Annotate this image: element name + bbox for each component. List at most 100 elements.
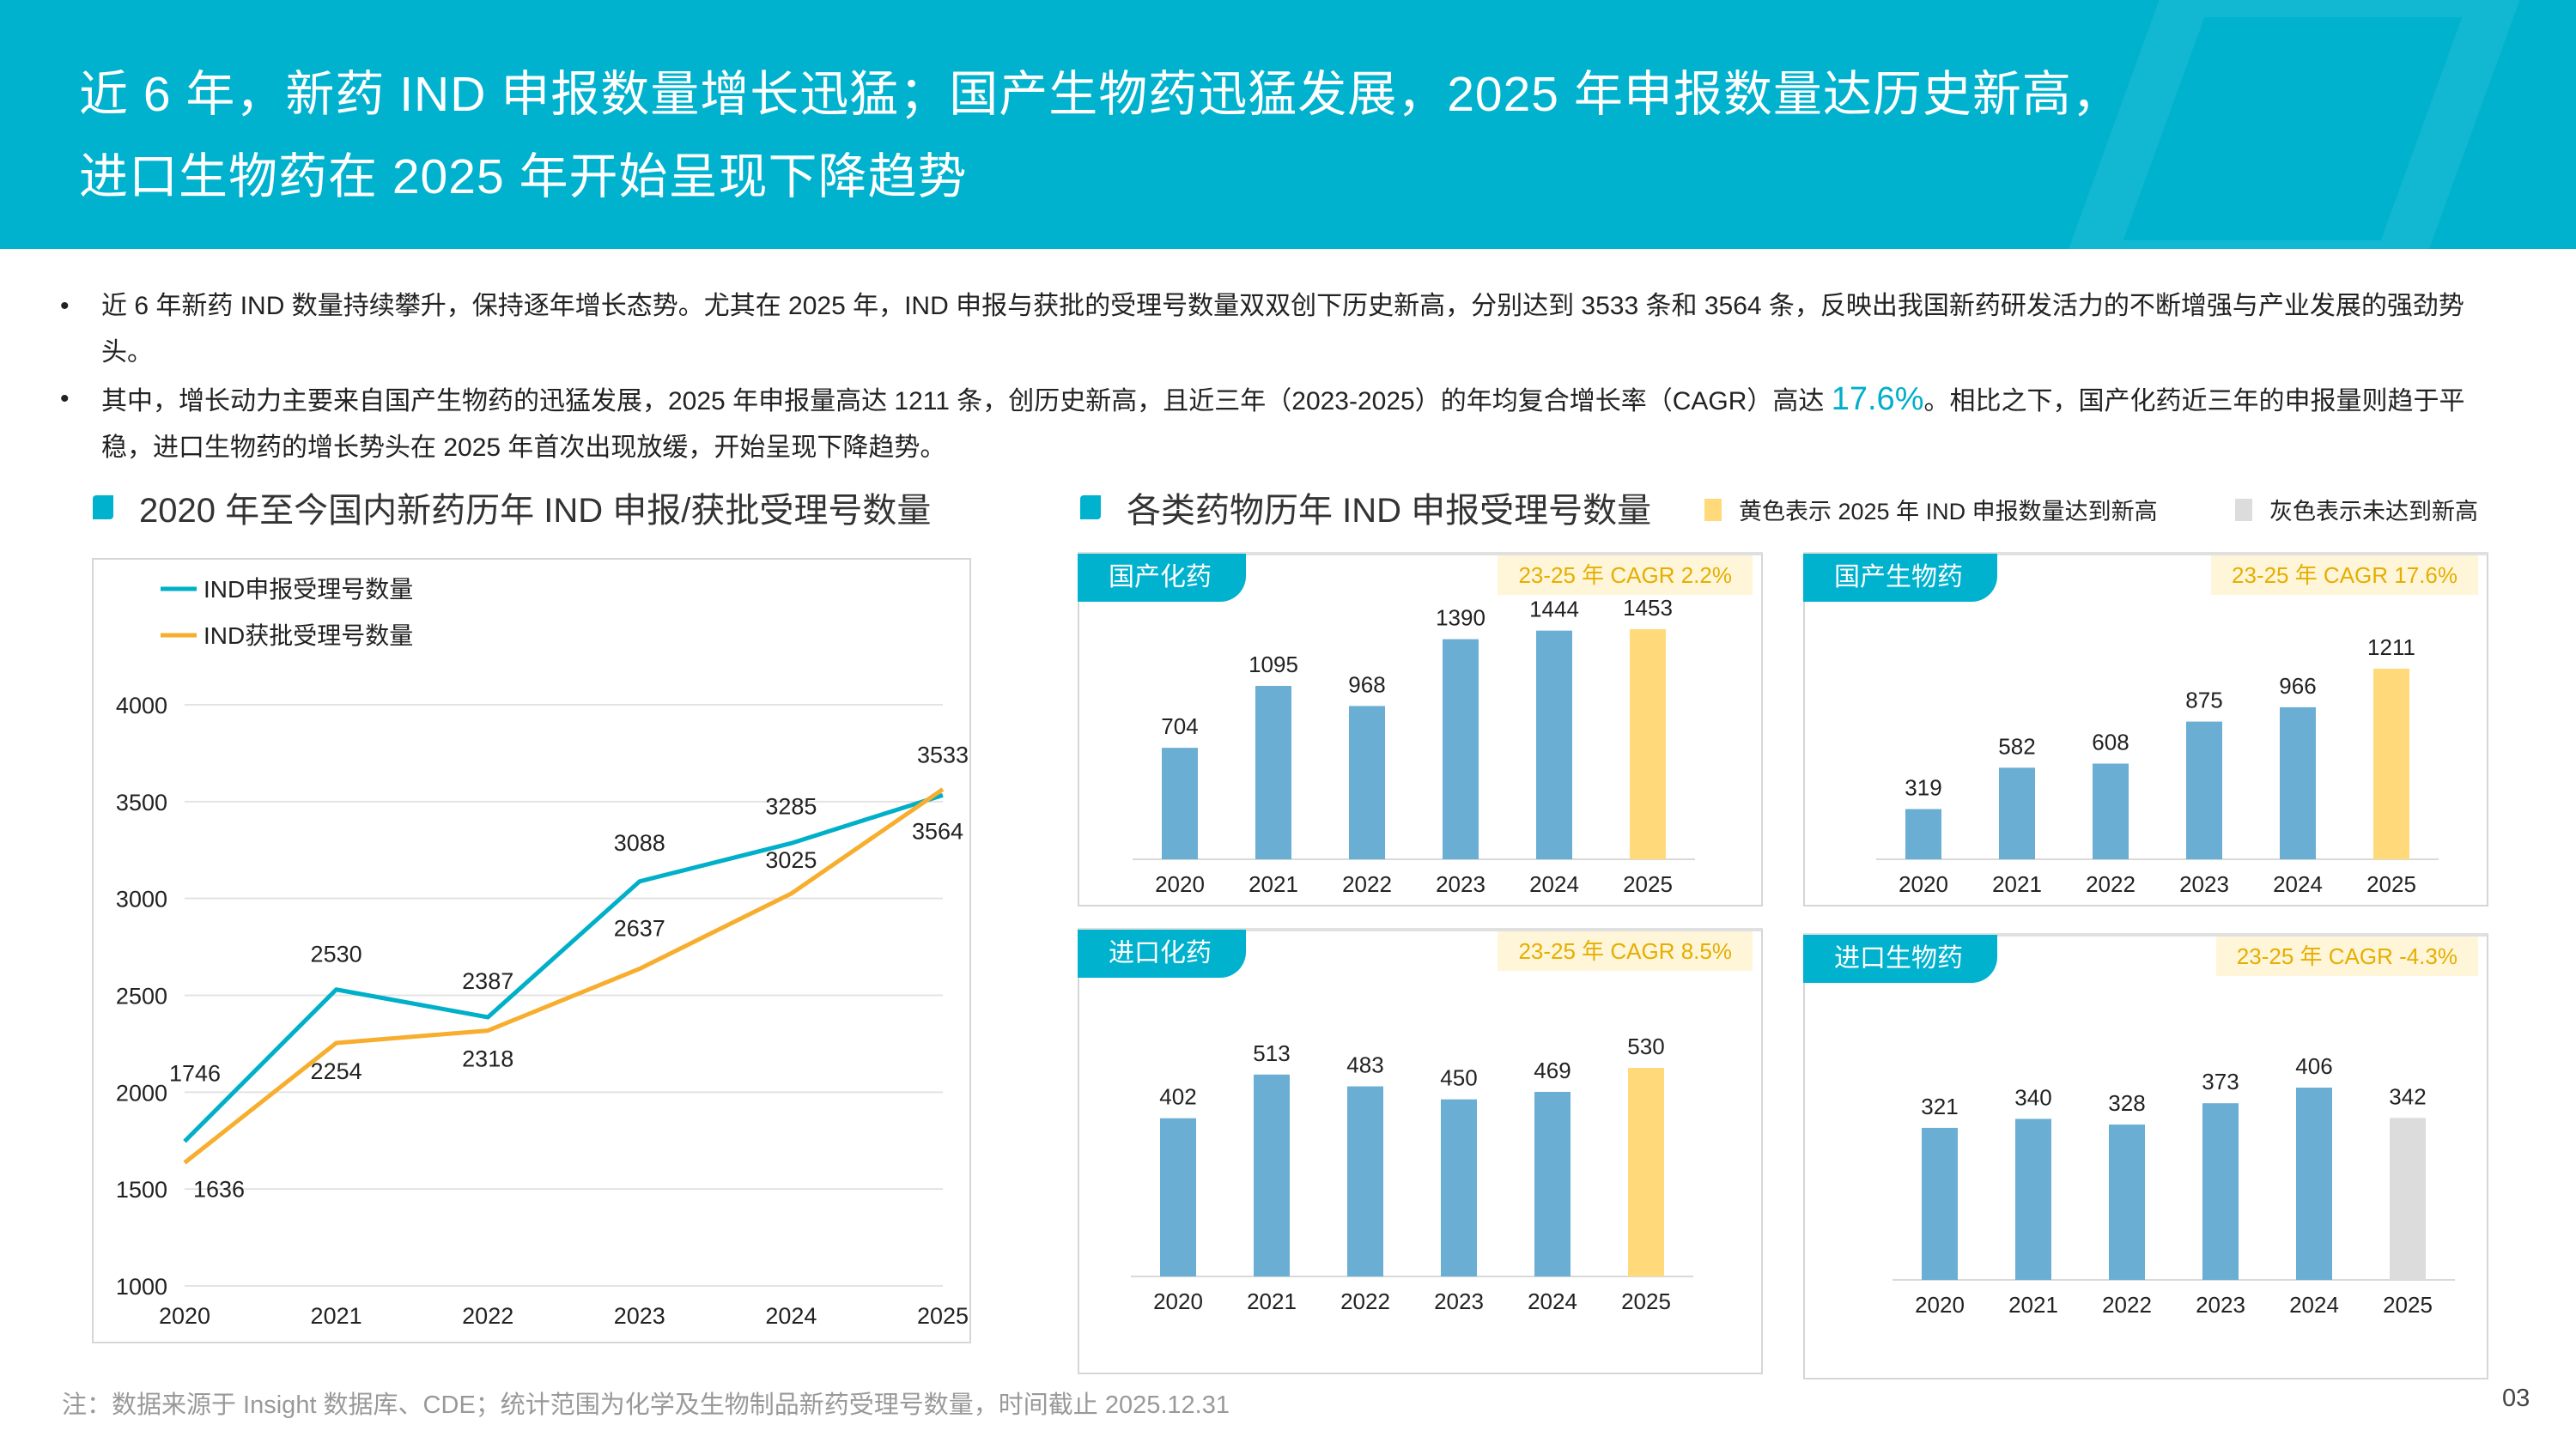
y-tick-label: 4000 [116, 693, 167, 718]
x-tick-label: 2025 [917, 1303, 969, 1329]
x-tick-label: 2025 [2383, 1292, 2433, 1318]
x-tick-label: 2024 [2273, 871, 2323, 897]
page-title: 近 6 年，新药 IND 申报数量增长迅猛；国产生物药迅猛发展，2025 年申报… [79, 53, 2122, 218]
line-chart-box: 1000 1500 2000 2500 3000 3500 4000 2020 2021 2022… [92, 558, 971, 1343]
bar-chart: 704 2020 1095 2021 968 2022 1390 2023 1444 2024 14… [1133, 595, 1695, 897]
bar [1254, 1074, 1290, 1276]
data-label: 3025 [765, 847, 817, 873]
page-number: 03 [2502, 1385, 2530, 1412]
bar [1441, 1099, 1477, 1276]
x-tick-label: 2021 [1249, 871, 1298, 897]
section-marker-icon [1080, 495, 1101, 519]
section-title-text: 各类药物历年 IND 申报受理号数量 [1127, 492, 1652, 530]
x-tick-label: 2023 [614, 1303, 665, 1329]
bar [1905, 809, 1941, 859]
panel-imported-biologic: 321 2020 340 2021 328 2022 373 2023 406 2024 342 20… [1803, 933, 2488, 1379]
bullet-text: 其中，增长动力主要来自国产生物药的迅猛发展，2025 年申报量高达 1211 条… [101, 387, 1832, 415]
data-label: 3285 [765, 793, 817, 819]
legend-label: IND申报受理号数量 [204, 576, 413, 603]
header-banner: 近 6 年，新药 IND 申报数量增长迅猛；国产生物药迅猛发展，2025 年申报… [0, 0, 2576, 249]
data-label: 2637 [614, 916, 665, 942]
bar [1536, 630, 1572, 859]
data-label: 1636 [193, 1176, 245, 1202]
bar-value-label: 704 [1161, 713, 1198, 739]
x-tick-label: 2024 [765, 1303, 817, 1329]
cagr-badge: 23-25 年 CAGR 2.2% [1498, 555, 1753, 595]
bar [1999, 767, 2035, 859]
bullet-text: 近 6 年新药 IND 数量持续攀升，保持逐年增长态势。尤其在 2025 年，I… [101, 292, 2464, 367]
bar [1443, 639, 1479, 859]
bar-value-label: 402 [1159, 1084, 1196, 1110]
x-tick-label: 2022 [462, 1303, 513, 1329]
series-line-0 [183, 793, 944, 1143]
data-label: 2530 [311, 942, 362, 967]
bar-value-label: 513 [1253, 1040, 1290, 1066]
bar [1160, 1118, 1196, 1276]
bar [2390, 1118, 2426, 1280]
gray-swatch-icon [2235, 498, 2252, 521]
y-tick-label: 3500 [116, 790, 167, 815]
x-tick-label: 2021 [1992, 871, 2042, 897]
panel-tag: 进口化药 [1078, 930, 1246, 978]
bar-value-label: 1095 [1249, 652, 1298, 677]
bar [1162, 748, 1198, 859]
section-title-text: 2020 年至今国内新药历年 IND 申报/获批受理号数量 [139, 492, 932, 530]
summary-bullets: 近 6 年新药 IND 数量持续攀升，保持逐年增长态势。尤其在 2025 年，I… [57, 283, 2504, 471]
bar [2202, 1103, 2239, 1280]
right-section-title: 各类药物历年 IND 申报受理号数量 [1080, 482, 1651, 532]
cagr-badge: 23-25 年 CAGR 8.5% [1498, 931, 1753, 971]
bar-value-label: 321 [1921, 1094, 1958, 1119]
bar-chart: 319 2020 582 2021 608 2022 875 2023 966 2024 1211 2… [1876, 634, 2439, 897]
title-line-2: 进口生物药在 2025 年开始呈现下降趋势 [79, 149, 968, 204]
bar-value-label: 1453 [1623, 595, 1673, 621]
y-tick-label: 1500 [116, 1177, 167, 1203]
bullet-text: 。相比之下，国产化药近三年的申报量则趋于平稳，进口生物药的增长势头在 2025 … [101, 387, 2465, 462]
x-tick-label: 2022 [2102, 1292, 2152, 1318]
left-section-title: 2020 年至今国内新药历年 IND 申报/获批受理号数量 [93, 482, 931, 532]
x-tick-label: 2023 [2179, 871, 2229, 897]
x-tick-label: 2021 [2008, 1292, 2058, 1318]
yellow-swatch-icon [1704, 498, 1722, 521]
bar-value-label: 328 [2108, 1090, 2145, 1116]
x-tick-label: 2022 [1340, 1288, 1390, 1314]
bar [2015, 1119, 2051, 1280]
y-tick-label: 2000 [116, 1080, 167, 1106]
section-marker-icon [93, 495, 113, 519]
legend-label: IND获批受理号数量 [204, 622, 413, 649]
x-tick-label: 2021 [1247, 1288, 1297, 1314]
bar [2093, 763, 2129, 859]
cagr-badge: 23-25 年 CAGR -4.3% [2215, 937, 2478, 976]
bar [1922, 1127, 1958, 1280]
bar-value-label: 1444 [1529, 597, 1579, 622]
bar [1255, 686, 1291, 859]
data-label: 3088 [614, 830, 665, 856]
x-tick-label: 2020 [1153, 1288, 1203, 1314]
legend-yellow: 黄色表示 2025 年 IND 申报数量达到新高 [1704, 493, 2158, 526]
bar [1630, 629, 1666, 859]
data-label: 2254 [311, 1058, 362, 1084]
x-tick-label: 2024 [2289, 1292, 2339, 1318]
bar-chart: 402 2020 513 2021 483 2022 450 2023 469 2024 530 20… [1131, 1034, 1693, 1314]
y-tick-label: 1000 [116, 1274, 167, 1300]
bullet-item: 近 6 年新药 IND 数量持续攀升，保持逐年增长态势。尤其在 2025 年，I… [57, 283, 2504, 376]
bar-value-label: 469 [1534, 1058, 1571, 1083]
x-tick-label: 2024 [1528, 1288, 1577, 1314]
bar [2296, 1088, 2332, 1280]
bar [2280, 706, 2316, 859]
x-tick-label: 2021 [311, 1303, 362, 1329]
cagr-badge: 23-25 年 CAGR 17.6% [2210, 555, 2478, 595]
legend-gray: 灰色表示未达到新高 [2235, 493, 2478, 526]
series-line-1 [183, 787, 945, 1165]
x-tick-label: 2022 [2086, 871, 2136, 897]
bar-value-label: 608 [2092, 730, 2129, 755]
data-label: 2318 [462, 1046, 513, 1072]
bar-value-label: 450 [1440, 1065, 1477, 1091]
bar-value-label: 373 [2202, 1069, 2239, 1094]
y-tick-label: 3000 [116, 887, 167, 912]
bar [2373, 669, 2409, 859]
x-tick-label: 2023 [1436, 871, 1485, 897]
panel-domestic-chemical: 704 2020 1095 2021 968 2022 1390 2023 1444 2024 14… [1078, 552, 1763, 906]
x-tick-label: 2023 [1434, 1288, 1484, 1314]
bar-value-label: 875 [2185, 688, 2222, 713]
bar-value-label: 1390 [1436, 605, 1485, 631]
